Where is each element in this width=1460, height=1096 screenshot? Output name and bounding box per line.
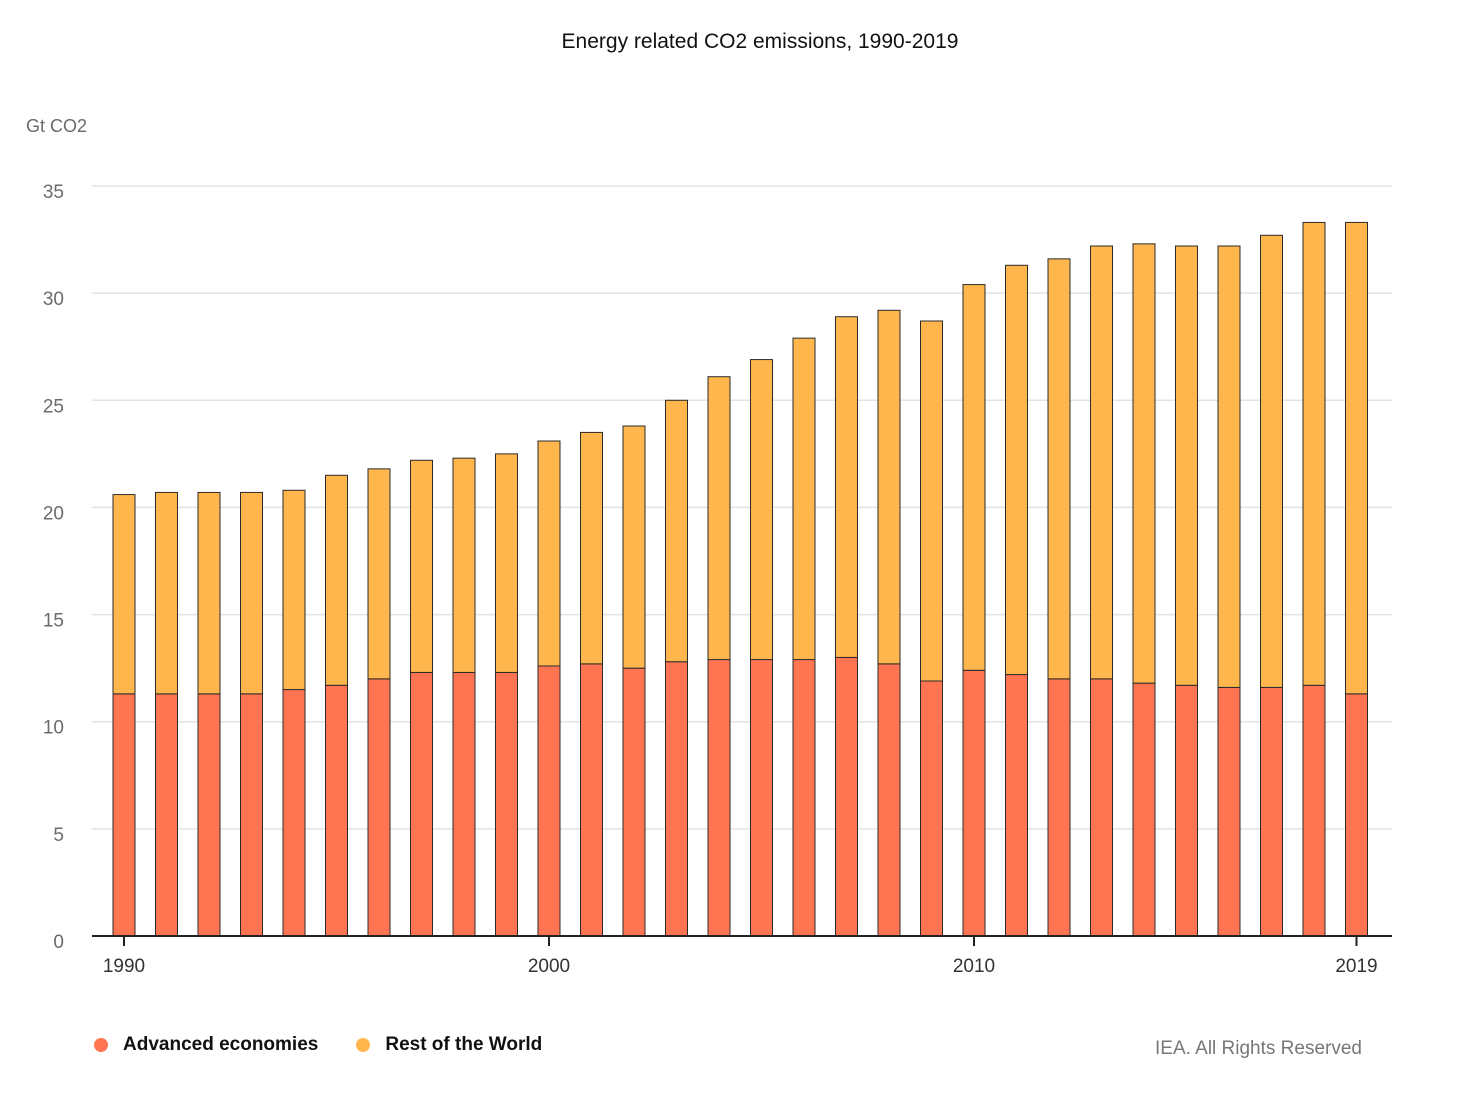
bar-rest-of-world-1994 [282, 489, 306, 691]
bar-advanced-economies-1998 [452, 671, 476, 937]
axes: 0 5 10 15 20 25 30 35 1990 2000 2010 2019 [43, 182, 1392, 977]
bar-rest-of-world-2018 [1302, 221, 1326, 686]
bar-advanced-economies-2008 [877, 663, 901, 937]
bar-advanced-economies-2007 [835, 656, 858, 937]
legend-marker-icon [356, 1038, 371, 1052]
bar-advanced-economies-2000 [537, 665, 561, 937]
bar-rest-of-world-2000 [537, 440, 561, 667]
bar-advanced-economies-2015 [1175, 684, 1198, 937]
bar-advanced-economies-2016 [1217, 686, 1241, 937]
y-tick-label: 20 [43, 503, 64, 524]
y-tick-label: 10 [43, 718, 64, 739]
bar-rest-of-world-2012 [1047, 258, 1071, 680]
y-tick-label: 15 [43, 611, 64, 632]
credit-text: IEA. All Rights Reserved [1155, 1038, 1362, 1059]
bar-rest-of-world-2006 [792, 337, 816, 661]
bar-rest-of-world-2005 [750, 359, 773, 661]
bar-rest-of-world-2017 [1260, 234, 1283, 688]
legend-marker-icon [94, 1038, 108, 1052]
bar-rest-of-world-1991 [155, 491, 178, 695]
bar-advanced-economies-2001 [580, 663, 603, 937]
bar-advanced-economies-2006 [792, 659, 816, 937]
bar-rest-of-world-1999 [495, 453, 518, 673]
bar-advanced-economies-2003 [665, 661, 688, 937]
bar-rest-of-world-2015 [1175, 245, 1198, 686]
bar-rest-of-world-2016 [1217, 245, 1241, 688]
bar-advanced-economies-1994 [282, 689, 306, 937]
bar-rest-of-world-2001 [580, 431, 603, 665]
bar-rest-of-world-2007 [835, 316, 858, 658]
legend-label: Rest of the World [385, 1034, 543, 1055]
y-tick-label: 30 [43, 289, 64, 310]
bar-rest-of-world-2019 [1345, 221, 1368, 695]
y-tick-label: 25 [43, 396, 64, 417]
bar-advanced-economies-2002 [622, 667, 646, 937]
bar-advanced-economies-2004 [707, 659, 731, 937]
bar-rest-of-world-1990 [112, 494, 136, 695]
chart-title: Energy related CO2 emissions, 1990-2019 [561, 30, 959, 53]
bar-rest-of-world-1992 [197, 491, 221, 695]
bar-advanced-economies-2012 [1047, 678, 1071, 937]
bar-rest-of-world-2003 [665, 399, 688, 663]
bar-advanced-economies-2013 [1090, 678, 1113, 937]
y-tick-label: 5 [53, 825, 64, 846]
y-tick-label: 35 [43, 182, 64, 203]
bar-advanced-economies-1993 [240, 693, 263, 937]
bar-rest-of-world-2002 [622, 425, 646, 669]
bars [112, 221, 1368, 937]
bar-advanced-economies-1995 [325, 684, 348, 937]
bar-advanced-economies-2017 [1260, 686, 1283, 937]
bar-rest-of-world-2008 [877, 309, 901, 665]
x-tick-label: 2000 [528, 956, 570, 977]
bar-rest-of-world-2013 [1090, 245, 1113, 680]
bar-advanced-economies-1999 [495, 671, 518, 937]
x-tick-label: 2010 [953, 956, 995, 977]
bar-rest-of-world-1995 [325, 474, 348, 686]
bar-advanced-economies-1990 [112, 693, 136, 937]
x-tick-label: 2019 [1335, 956, 1377, 977]
legend-item-advanced-economies[interactable]: Advanced economies [94, 1034, 318, 1056]
bar-advanced-economies-2011 [1005, 674, 1028, 937]
bar-advanced-economies-2018 [1302, 684, 1326, 937]
bar-rest-of-world-2014 [1132, 243, 1156, 684]
bar-rest-of-world-1998 [452, 457, 476, 673]
bar-rest-of-world-2011 [1005, 264, 1028, 676]
y-axis-unit-label: Gt CO2 [26, 116, 87, 136]
bar-rest-of-world-2004 [707, 376, 731, 661]
bar-rest-of-world-1993 [240, 491, 263, 695]
x-tick-label: 1990 [103, 956, 145, 977]
bar-advanced-economies-2009 [920, 680, 943, 937]
y-tick-label: 0 [53, 932, 64, 953]
bar-rest-of-world-1996 [367, 468, 391, 680]
bar-advanced-economies-2010 [962, 669, 986, 937]
bar-advanced-economies-1992 [197, 693, 221, 937]
legend: Advanced economies Rest of the World [94, 1034, 580, 1056]
legend-item-rest-of-the-world[interactable]: Rest of the World [356, 1034, 542, 1056]
bar-advanced-economies-2019 [1345, 693, 1368, 937]
bar-advanced-economies-2005 [750, 659, 773, 937]
bar-advanced-economies-1996 [367, 678, 391, 937]
bar-advanced-economies-2014 [1132, 682, 1156, 937]
bar-advanced-economies-1991 [155, 693, 178, 937]
bar-rest-of-world-2009 [920, 320, 943, 682]
legend-label: Advanced economies [123, 1034, 319, 1055]
bar-rest-of-world-2010 [962, 284, 986, 671]
bar-advanced-economies-1997 [410, 671, 433, 937]
bar-rest-of-world-1997 [410, 459, 433, 673]
